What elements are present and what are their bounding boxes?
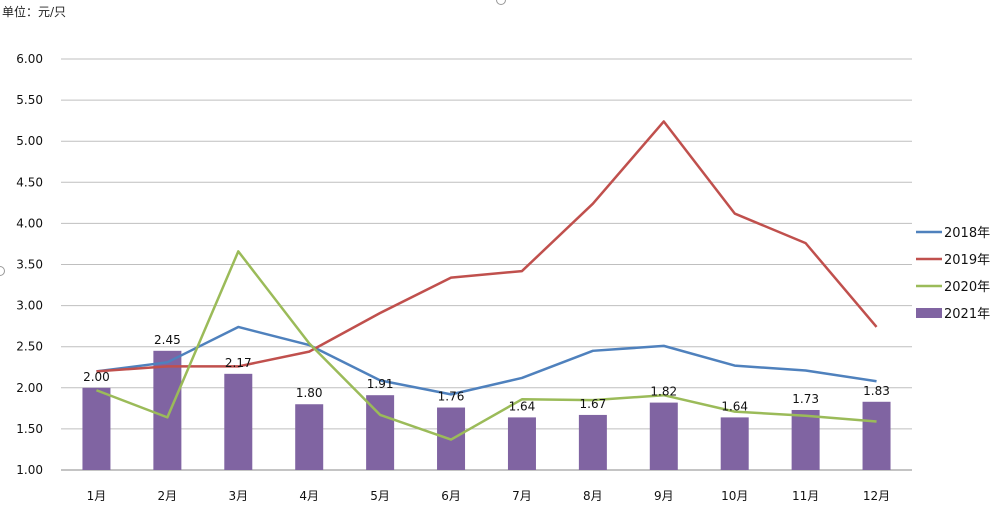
legend-swatch <box>916 308 942 318</box>
bar <box>720 417 749 470</box>
bar-series-layer <box>82 350 891 470</box>
series-line <box>96 250 877 441</box>
x-tick-label: 9月 <box>654 489 674 503</box>
data-label: 1.83 <box>863 384 890 398</box>
x-tick-label: 2月 <box>158 489 178 503</box>
y-tick-label: 1.00 <box>16 463 43 477</box>
data-label: 2.17 <box>225 356 252 370</box>
x-tick-label: 12月 <box>863 489 890 503</box>
data-label: 1.80 <box>296 386 323 400</box>
bar <box>507 417 536 470</box>
data-label: 1.64 <box>509 399 536 413</box>
series-line <box>96 325 877 396</box>
bar <box>578 414 607 470</box>
y-tick-label: 2.50 <box>16 340 43 354</box>
bar <box>295 404 324 470</box>
y-tick-label: 1.50 <box>16 422 43 436</box>
x-tick-label: 3月 <box>228 489 248 503</box>
legend: 2018年 2019年 2020年 2021年 <box>916 226 990 322</box>
bar <box>791 409 820 470</box>
grid-layer <box>61 58 912 471</box>
y-tick-label: 3.50 <box>16 258 43 272</box>
bar <box>366 395 395 470</box>
x-tick-label: 1月 <box>87 489 107 503</box>
bar <box>649 402 678 470</box>
data-label: 2.00 <box>83 370 110 384</box>
y-tick-label: 3.00 <box>16 299 43 313</box>
data-label: 1.82 <box>650 385 677 399</box>
y-tick-label: 4.00 <box>16 216 43 230</box>
unit-label: 单位：元/只 <box>2 5 67 19</box>
y-axis-ticks: 1.00 1.50 2.00 2.50 3.00 3.50 4.00 4.50 5.00 5.50… <box>16 52 43 477</box>
x-tick-label: 5月 <box>370 489 390 503</box>
bar <box>224 373 253 470</box>
data-label: 1.91 <box>367 377 394 391</box>
data-label: 1.67 <box>580 397 607 411</box>
y-tick-label: 5.00 <box>16 134 43 148</box>
x-tick-label: 11月 <box>792 489 819 503</box>
y-tick-label: 2.00 <box>16 381 43 395</box>
x-tick-label: 10月 <box>721 489 748 503</box>
data-label: 1.73 <box>792 392 819 406</box>
bar <box>82 387 111 470</box>
legend-label: 2020年 <box>944 280 990 295</box>
legend-label: 2018年 <box>944 226 990 241</box>
x-tick-label: 7月 <box>512 489 532 503</box>
y-tick-label: 5.50 <box>16 93 43 107</box>
x-tick-label: 6月 <box>441 489 461 503</box>
bar <box>862 401 891 470</box>
data-label: 2.45 <box>154 333 181 347</box>
y-tick-label: 4.50 <box>16 175 43 189</box>
data-label: 1.64 <box>721 399 748 413</box>
legend-label: 2021年 <box>944 307 990 322</box>
bar <box>153 350 182 470</box>
line-series-layer <box>96 120 878 441</box>
y-tick-label: 6.00 <box>16 52 43 66</box>
data-label-layer: 2.00 2.45 2.17 1.80 1.91 1.76 1.64 1.67 1.82 1.64… <box>83 333 890 414</box>
x-axis-ticks: 1月 2月 3月 4月 5月 6月 7月 8月 9月 10月 11月 12月 <box>87 489 891 503</box>
x-tick-label: 8月 <box>583 489 603 503</box>
x-tick-label: 4月 <box>299 489 319 503</box>
legend-label: 2019年 <box>944 253 990 268</box>
data-label: 1.76 <box>438 390 465 404</box>
series-line <box>96 120 878 373</box>
